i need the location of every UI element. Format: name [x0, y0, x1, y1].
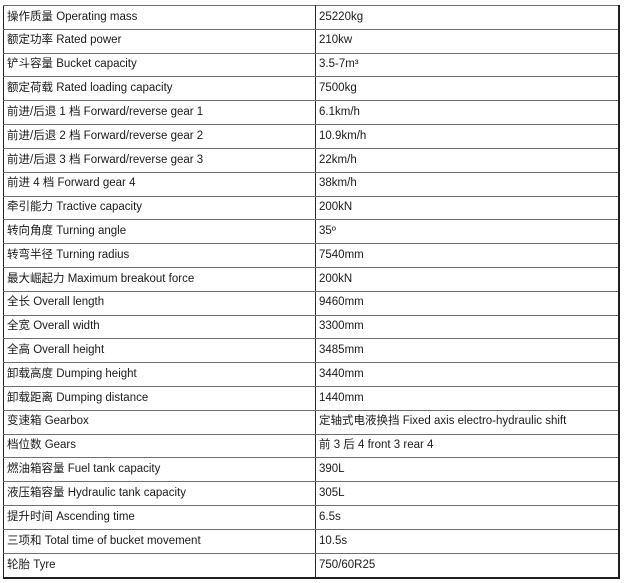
spec-table-body: 操作质量 Operating mass 25220kg 额定功率 Rated pow… [3, 5, 619, 579]
table-row: 提升时间 Ascending time 6.5s [3, 505, 619, 530]
spec-value-cell: 38km/h [315, 171, 619, 197]
spec-label-cell: 全高 Overall height [3, 338, 316, 364]
table-row: 前进/后退 1 档 Forward/reverse gear 1 6.1km/h [3, 100, 619, 126]
spec-label-cell: 变速箱 Gearbox [3, 409, 316, 435]
spec-value-cell: 200kN [315, 195, 619, 221]
spec-value-cell: 3.5-7m³ [315, 52, 619, 78]
table-row: 轮胎 Tyre 750/60R25 [3, 552, 619, 579]
spec-label-cell: 档位数 Gears [3, 433, 316, 459]
table-row: 卸载距离 Dumping distance 1440mm [3, 386, 619, 411]
spec-table: 操作质量 Operating mass 25220kg 额定功率 Rated pow… [3, 5, 620, 579]
spec-label-cell: 前进/后退 3 档 Forward/reverse gear 3 [3, 147, 316, 173]
spec-value-cell: 1440mm [315, 386, 619, 411]
spec-value-cell: 3300mm [315, 314, 619, 340]
table-row: 转向角度 Turning angle 35º [3, 219, 619, 245]
spec-label-cell: 牵引能力 Tractive capacity [3, 195, 316, 221]
spec-label-cell: 铲斗容量 Bucket capacity [3, 52, 316, 78]
spec-value-cell: 7500kg [315, 76, 619, 102]
table-row: 额定荷载 Rated loading capacity 7500kg [3, 76, 619, 102]
table-row: 最大崛起力 Maximum breakout force 200kN [3, 266, 619, 292]
table-row: 前进/后退 2 档 Forward/reverse gear 2 10.9km/h [3, 124, 619, 149]
table-row: 前进 4 档 Forward gear 4 38km/h [3, 171, 619, 197]
spec-value-cell: 10.5s [315, 528, 619, 554]
spec-label-cell: 额定功率 Rated power [3, 28, 316, 54]
spec-value-cell: 7540mm [315, 243, 619, 268]
spec-value-cell: 6.1km/h [315, 100, 619, 126]
spec-value-cell: 25220kg [315, 5, 619, 30]
spec-label-cell: 液压箱容量 Hydraulic tank capacity [3, 481, 316, 507]
spec-label-cell: 前进/后退 2 档 Forward/reverse gear 2 [3, 124, 316, 149]
spec-label-cell: 前进/后退 1 档 Forward/reverse gear 1 [3, 100, 316, 126]
spec-label-cell: 转向角度 Turning angle [3, 219, 316, 245]
table-row: 液压箱容量 Hydraulic tank capacity 305L [3, 481, 619, 507]
table-row: 全长 Overall length 9460mm [3, 290, 619, 316]
spec-label-cell: 卸载距离 Dumping distance [3, 386, 316, 411]
spec-label-cell: 全长 Overall length [3, 290, 316, 316]
spec-label-cell: 卸载高度 Dumping height [3, 362, 316, 387]
spec-label-cell: 前进 4 档 Forward gear 4 [3, 171, 316, 197]
table-row: 三项和 Total time of bucket movement 10.5s [3, 528, 619, 554]
spec-value-cell: 3440mm [315, 362, 619, 387]
spec-value-cell: 10.9km/h [315, 124, 619, 149]
spec-label-cell: 额定荷载 Rated loading capacity [3, 76, 316, 102]
spec-label-cell: 转弯半径 Turning radius [3, 243, 316, 268]
table-row: 前进/后退 3 档 Forward/reverse gear 3 22km/h [3, 147, 619, 173]
table-row: 转弯半径 Turning radius 7540mm [3, 243, 619, 268]
spec-value-cell: 前 3 后 4 front 3 rear 4 [315, 433, 619, 459]
spec-value-cell: 6.5s [315, 505, 619, 530]
table-row: 变速箱 Gearbox 定轴式电液换挡 Fixed axis electro-hy… [3, 409, 619, 435]
spec-value-cell: 9460mm [315, 290, 619, 316]
spec-value-cell: 35º [315, 219, 619, 245]
spec-value-cell: 750/60R25 [315, 552, 619, 579]
table-row: 牵引能力 Tractive capacity 200kN [3, 195, 619, 221]
spec-label-cell: 燃油箱容量 Fuel tank capacity [3, 457, 316, 483]
spec-label-cell: 提升时间 Ascending time [3, 505, 316, 530]
spec-label-cell: 全宽 Overall width [3, 314, 316, 340]
table-row: 燃油箱容量 Fuel tank capacity 390L [3, 457, 619, 483]
spec-value-cell: 3485mm [315, 338, 619, 364]
spec-label-cell: 操作质量 Operating mass [3, 5, 316, 30]
table-row: 操作质量 Operating mass 25220kg [3, 5, 619, 30]
spec-value-cell: 210kw [315, 28, 619, 54]
spec-value-cell: 22km/h [315, 147, 619, 173]
table-row: 档位数 Gears 前 3 后 4 front 3 rear 4 [3, 433, 619, 459]
table-row: 卸载高度 Dumping height 3440mm [3, 362, 619, 387]
table-row: 全高 Overall height 3485mm [3, 338, 619, 364]
spec-label-cell: 最大崛起力 Maximum breakout force [3, 266, 316, 292]
spec-value-cell: 390L [315, 457, 619, 483]
spec-value-cell: 305L [315, 481, 619, 507]
table-row: 全宽 Overall width 3300mm [3, 314, 619, 340]
table-row: 铲斗容量 Bucket capacity 3.5-7m³ [3, 52, 619, 78]
spec-label-cell: 三项和 Total time of bucket movement [3, 528, 316, 554]
spec-label-cell: 轮胎 Tyre [3, 552, 316, 579]
table-row: 额定功率 Rated power 210kw [3, 28, 619, 54]
spec-value-cell: 200kN [315, 266, 619, 292]
spec-value-cell: 定轴式电液换挡 Fixed axis electro-hydraulic shi… [315, 409, 619, 435]
